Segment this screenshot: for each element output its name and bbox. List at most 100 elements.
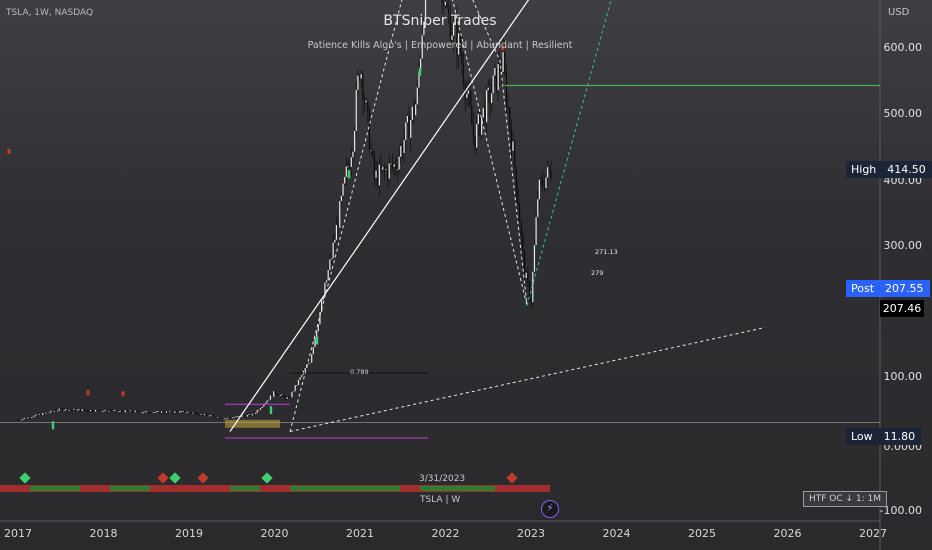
candle-body — [177, 411, 179, 413]
sell-signal-mark — [7, 148, 11, 154]
candle-body — [274, 391, 276, 395]
candle-body — [147, 411, 149, 413]
candle-body — [467, 90, 470, 94]
candle-body — [53, 411, 55, 412]
candle-body — [368, 111, 371, 151]
candle-body — [288, 397, 290, 399]
candle-body — [329, 259, 331, 271]
candle-body — [474, 136, 476, 148]
indicator-diamond — [261, 472, 273, 484]
candle-body — [81, 409, 83, 412]
candle-body — [324, 282, 326, 297]
candle-body — [387, 169, 389, 179]
candle-body — [218, 417, 220, 419]
candle-body — [377, 170, 379, 186]
candle-body — [378, 164, 380, 186]
zigzag-dashed — [289, 0, 528, 432]
candle-body — [441, 0, 443, 3]
candle-body — [180, 411, 182, 412]
candle-body — [537, 199, 539, 218]
candle-body — [220, 418, 222, 420]
candle-body — [98, 409, 100, 411]
candle-body — [42, 412, 44, 416]
candle-body — [535, 217, 537, 246]
candle-body — [446, 1, 448, 8]
candle-body — [385, 169, 387, 171]
candle-body — [182, 411, 184, 412]
candle-body — [334, 239, 336, 243]
candle-body — [312, 347, 314, 355]
candle-body — [486, 90, 488, 123]
price-label-300: 300.00 — [883, 239, 923, 252]
candle-body — [273, 391, 275, 397]
candle-body — [545, 177, 547, 189]
candle-body — [420, 58, 422, 72]
candle-body — [255, 412, 257, 414]
date-label: 3/31/2023 — [419, 474, 466, 484]
candle-body — [76, 409, 78, 411]
candle-body — [515, 167, 517, 190]
indicator-bar-segment — [420, 486, 495, 491]
candle-body — [57, 410, 59, 412]
candle-body — [550, 170, 552, 179]
candle-body — [32, 416, 34, 418]
buy-signal-arrow — [51, 421, 55, 430]
candle-body — [60, 408, 62, 410]
candle-body — [469, 90, 471, 106]
candle-body — [85, 410, 87, 411]
x-tick-label: 2024 — [602, 527, 631, 540]
candle-body — [311, 354, 313, 363]
candle-body — [477, 114, 479, 125]
candle-body — [144, 411, 146, 413]
candle-body — [401, 146, 404, 153]
candle-body — [217, 417, 219, 418]
ticker-label: TSLA | W — [420, 495, 461, 505]
x-tick-label: 2020 — [260, 527, 289, 540]
candle-body — [416, 87, 418, 105]
candle-body — [456, 21, 458, 55]
candle-body — [65, 408, 67, 411]
candle-body — [319, 312, 321, 325]
candle-body — [410, 120, 412, 138]
candle-body — [27, 417, 29, 419]
candle-body — [471, 105, 473, 125]
candle-body — [88, 410, 90, 412]
candle-body — [223, 418, 225, 420]
candle-body — [17, 419, 19, 421]
candle-body — [472, 124, 474, 137]
candle-body — [327, 270, 329, 281]
indicator-bar — [0, 485, 550, 492]
sell-signal-mark — [121, 391, 125, 397]
candle-body — [131, 410, 133, 412]
candle-body — [299, 377, 301, 380]
candle-body — [127, 410, 130, 412]
bolt-icon[interactable]: ⚡ — [541, 500, 559, 518]
candle-body — [444, 1, 446, 6]
candle-body — [284, 396, 286, 399]
candle-body — [406, 116, 408, 123]
candle-body — [123, 411, 125, 413]
candle-body — [243, 415, 245, 417]
indicator-diamond — [197, 472, 209, 484]
candle-body — [297, 379, 300, 386]
candle-body — [28, 417, 31, 419]
candle-body — [109, 410, 111, 412]
x-tick-label: 2025 — [688, 527, 716, 540]
candle-body — [40, 414, 42, 416]
candle-body — [372, 150, 374, 156]
candle-body — [246, 414, 248, 417]
candle-body — [330, 258, 333, 260]
buy-signal-arrow — [315, 336, 319, 345]
candle-body — [210, 415, 212, 416]
candle-body — [174, 411, 176, 413]
candle-body — [350, 157, 352, 167]
candle-body — [304, 368, 306, 371]
candle-body — [499, 64, 501, 74]
price-label-100: 100.00 — [883, 370, 923, 383]
candle-body — [66, 408, 69, 411]
x-tick-label: 2023 — [517, 527, 545, 540]
buy-signal-arrow — [418, 67, 422, 76]
candle-body — [276, 394, 278, 396]
candle-body — [528, 282, 531, 300]
